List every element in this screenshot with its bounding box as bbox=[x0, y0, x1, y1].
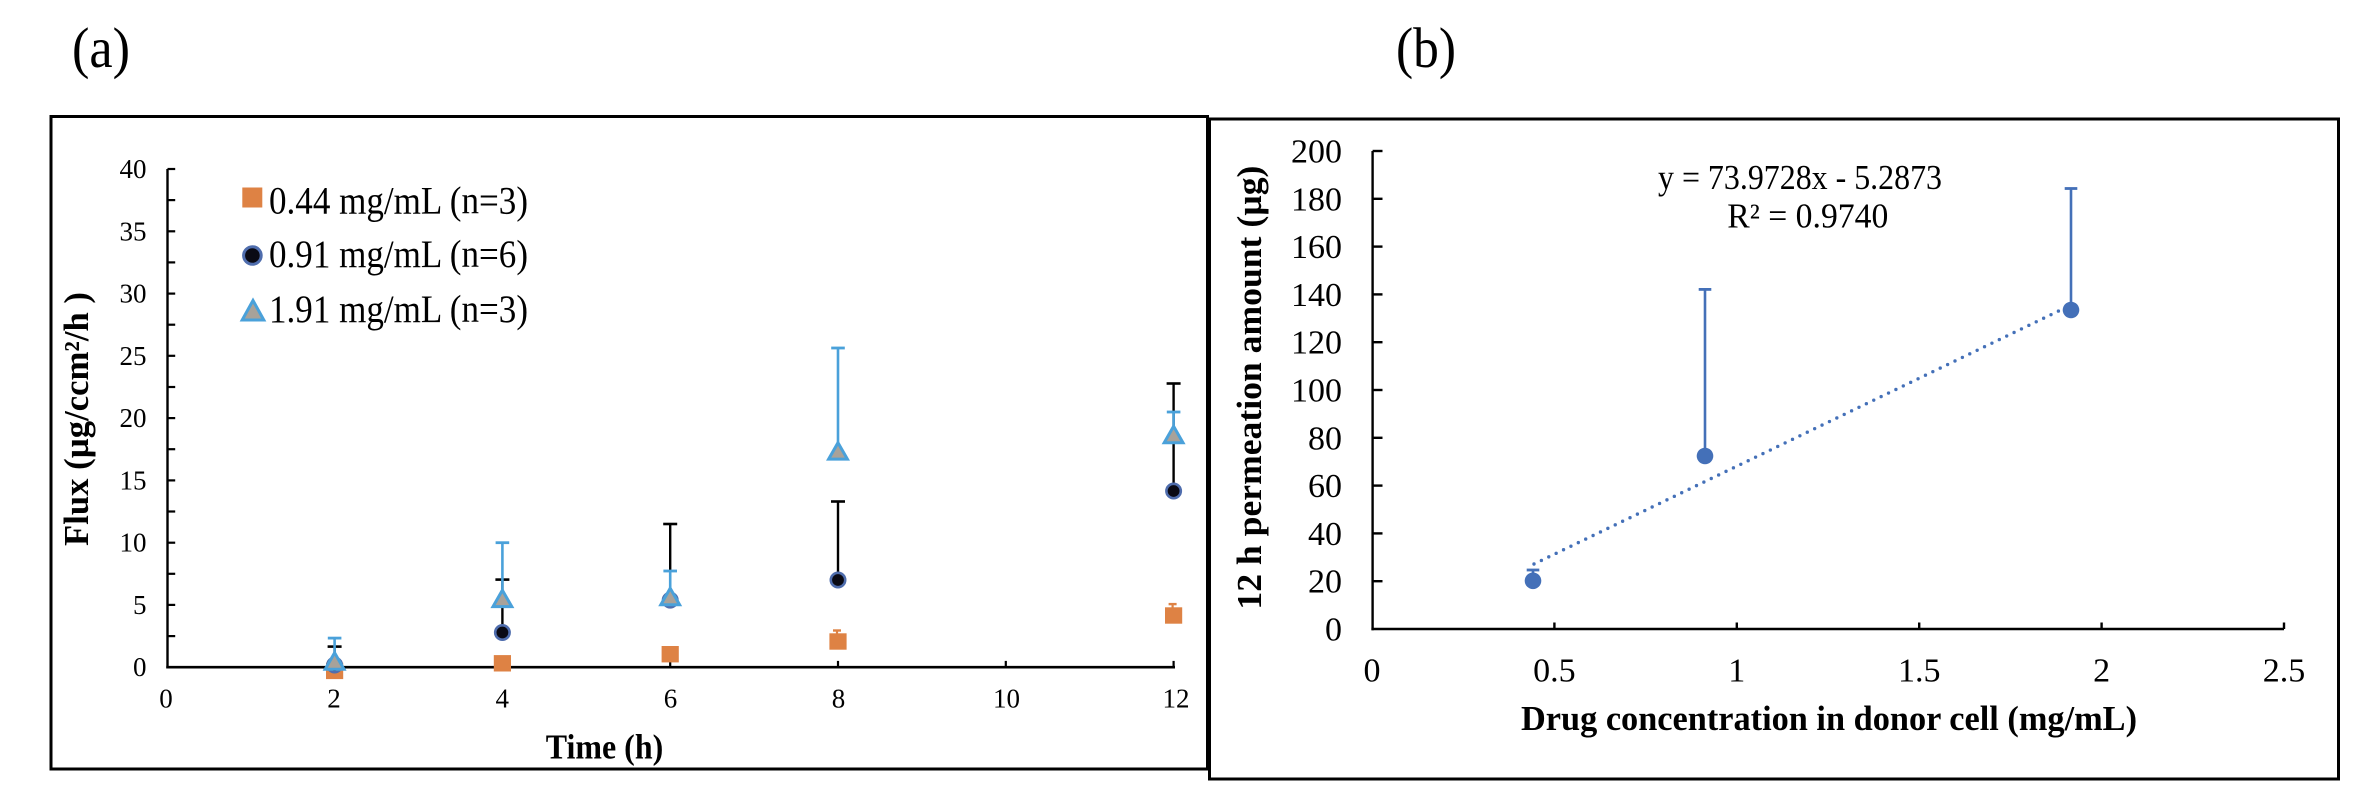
svg-text:180: 180 bbox=[1291, 181, 1342, 218]
svg-text:6: 6 bbox=[664, 684, 678, 714]
svg-text:12: 12 bbox=[1163, 684, 1190, 714]
svg-text:0.5: 0.5 bbox=[1533, 653, 1576, 690]
svg-text:Flux (µg/ccm²/h ): Flux (µg/ccm²/h ) bbox=[57, 292, 96, 546]
svg-text:y = 73.9728x - 5.2873: y = 73.9728x - 5.2873 bbox=[1658, 158, 1942, 197]
svg-text:2.5: 2.5 bbox=[2263, 653, 2306, 690]
svg-text:40: 40 bbox=[120, 154, 147, 184]
svg-text:20: 20 bbox=[120, 403, 147, 433]
svg-text:10: 10 bbox=[120, 528, 147, 558]
svg-text:15: 15 bbox=[120, 465, 147, 495]
svg-text:100: 100 bbox=[1291, 373, 1342, 410]
svg-text:120: 120 bbox=[1291, 325, 1342, 362]
svg-text:20: 20 bbox=[1308, 564, 1342, 601]
svg-text:Drug concentration in donor ce: Drug concentration in donor cell (mg/mL) bbox=[1521, 699, 2137, 738]
svg-text:Time (h): Time (h) bbox=[546, 728, 664, 767]
svg-text:1: 1 bbox=[1728, 653, 1745, 690]
svg-text:2: 2 bbox=[2093, 653, 2110, 690]
svg-text:(a): (a) bbox=[72, 17, 130, 80]
svg-text:2: 2 bbox=[327, 684, 341, 714]
svg-text:R² = 0.9740: R² = 0.9740 bbox=[1727, 197, 1888, 236]
svg-text:30: 30 bbox=[120, 279, 147, 309]
svg-text:0: 0 bbox=[159, 684, 173, 714]
svg-text:80: 80 bbox=[1308, 420, 1342, 457]
svg-text:0: 0 bbox=[133, 652, 147, 682]
svg-text:140: 140 bbox=[1291, 277, 1342, 314]
svg-text:200: 200 bbox=[1291, 134, 1342, 171]
svg-text:40: 40 bbox=[1308, 516, 1342, 553]
svg-text:25: 25 bbox=[120, 341, 147, 371]
svg-text:1.5: 1.5 bbox=[1898, 653, 1941, 690]
svg-text:160: 160 bbox=[1291, 229, 1342, 266]
svg-text:0.91 mg/mL (n=6): 0.91 mg/mL (n=6) bbox=[269, 233, 528, 276]
svg-text:35: 35 bbox=[120, 216, 147, 246]
svg-text:5: 5 bbox=[133, 590, 147, 620]
svg-text:12 h permeation amount (µg): 12 h permeation amount (µg) bbox=[1230, 166, 1269, 610]
svg-text:(b): (b) bbox=[1396, 17, 1456, 80]
svg-text:60: 60 bbox=[1308, 468, 1342, 505]
svg-text:8: 8 bbox=[832, 684, 846, 714]
svg-text:0: 0 bbox=[1325, 612, 1342, 649]
svg-text:10: 10 bbox=[993, 684, 1020, 714]
svg-text:1.91 mg/mL (n=3): 1.91 mg/mL (n=3) bbox=[269, 288, 528, 331]
svg-text:4: 4 bbox=[496, 684, 510, 714]
svg-text:0.44 mg/mL (n=3): 0.44 mg/mL (n=3) bbox=[269, 180, 528, 223]
svg-text:0: 0 bbox=[1364, 653, 1381, 690]
